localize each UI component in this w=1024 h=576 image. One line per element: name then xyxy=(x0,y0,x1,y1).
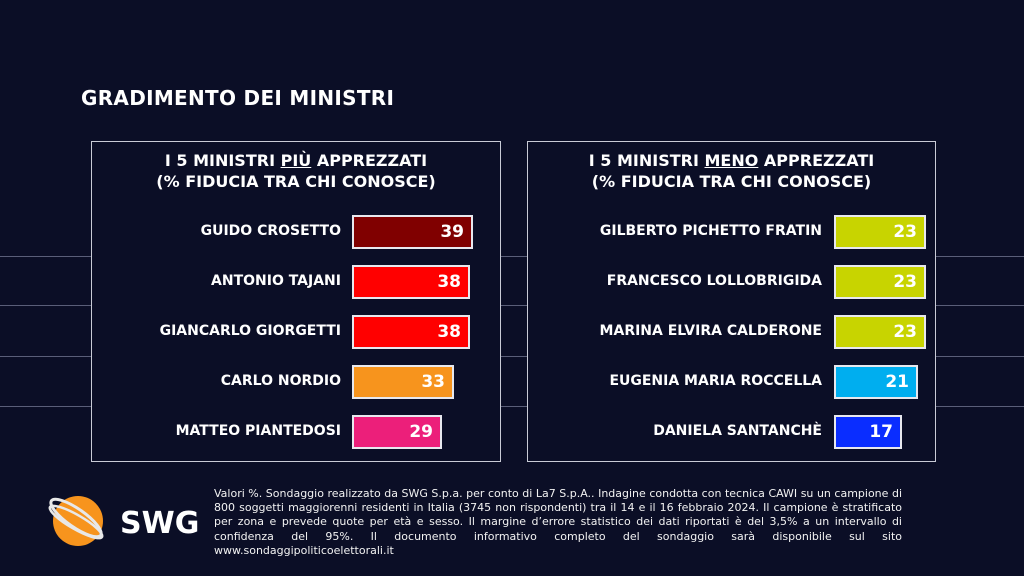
bar-value-label: 38 xyxy=(437,322,461,342)
logo-orbit xyxy=(48,504,104,540)
bar-row: GUIDO CROSETTO 39 xyxy=(92,215,500,249)
bar-value-label: 23 xyxy=(893,322,917,342)
bar-value-label: 17 xyxy=(869,422,893,442)
row-divider xyxy=(0,256,1024,257)
bar: 23 xyxy=(834,215,926,249)
row-divider xyxy=(0,356,1024,357)
bar: 23 xyxy=(834,265,926,299)
row-divider xyxy=(0,305,1024,306)
bar: 39 xyxy=(352,215,473,249)
bar-row: GIANCARLO GIORGETTI 38 xyxy=(92,315,500,349)
minister-name: DANIELA SANTANCHÈ xyxy=(653,423,822,439)
bar-row: CARLO NORDIO 33 xyxy=(92,365,500,399)
logo-text: SWG xyxy=(120,506,199,541)
most-appreciated-panel: I 5 MINISTRI PIÙ APPREZZATI (% FIDUCIA T… xyxy=(91,141,501,462)
minister-name: MATTEO PIANTEDOSI xyxy=(175,423,341,439)
heading-emphasis: MENO xyxy=(704,151,759,170)
bar-value-label: 33 xyxy=(421,372,445,392)
minister-name: MARINA ELVIRA CALDERONE xyxy=(599,323,822,339)
minister-name: GUIDO CROSETTO xyxy=(200,223,341,239)
heading-emphasis: PIÙ xyxy=(280,151,312,170)
bar: 33 xyxy=(352,365,454,399)
heading-text: I 5 MINISTRI xyxy=(164,151,281,170)
bar: 17 xyxy=(834,415,902,449)
row-divider xyxy=(0,406,1024,407)
bar-value-label: 23 xyxy=(893,272,917,292)
minister-name: CARLO NORDIO xyxy=(220,373,341,389)
logo-orbit xyxy=(49,497,103,539)
heading-subtitle: (% FIDUCIA TRA CHI CONOSCE) xyxy=(591,172,872,191)
bar-value-label: 39 xyxy=(440,222,464,242)
bar: 23 xyxy=(834,315,926,349)
least-appreciated-panel: I 5 MINISTRI MENO APPREZZATI (% FIDUCIA … xyxy=(527,141,936,462)
heading-text: APPREZZATI xyxy=(311,151,428,170)
minister-name: GILBERTO PICHETTO FRATIN xyxy=(599,223,822,239)
heading-text: APPREZZATI xyxy=(758,151,875,170)
minister-name: GIANCARLO GIORGETTI xyxy=(159,323,341,339)
bar-row: FRANCESCO LOLLOBRIGIDA 23 xyxy=(528,265,935,299)
bar: 38 xyxy=(352,315,470,349)
bar-value-label: 38 xyxy=(437,272,461,292)
bar-row: DANIELA SANTANCHÈ 17 xyxy=(528,415,935,449)
bar-row: GILBERTO PICHETTO FRATIN 23 xyxy=(528,215,935,249)
bar-row: EUGENIA MARIA ROCCELLA 21 xyxy=(528,365,935,399)
page-title: GRADIMENTO DEI MINISTRI xyxy=(81,86,395,110)
heading-text: I 5 MINISTRI xyxy=(588,151,705,170)
minister-name: FRANCESCO LOLLOBRIGIDA xyxy=(606,273,822,289)
bar: 38 xyxy=(352,265,470,299)
heading-subtitle: (% FIDUCIA TRA CHI CONOSCE) xyxy=(156,172,436,191)
panel-heading: I 5 MINISTRI PIÙ APPREZZATI (% FIDUCIA T… xyxy=(92,150,500,192)
bar-value-label: 29 xyxy=(409,422,433,442)
bar-row: MARINA ELVIRA CALDERONE 23 xyxy=(528,315,935,349)
swg-logo: SWG xyxy=(48,496,199,546)
minister-name: ANTONIO TAJANI xyxy=(211,273,341,289)
methodology-note: Valori %. Sondaggio realizzato da SWG S.… xyxy=(214,487,902,557)
bar-value-label: 23 xyxy=(893,222,917,242)
bar: 29 xyxy=(352,415,442,449)
bar: 21 xyxy=(834,365,918,399)
minister-name: EUGENIA MARIA ROCCELLA xyxy=(609,373,822,389)
bar-value-label: 21 xyxy=(885,372,909,392)
panel-heading: I 5 MINISTRI MENO APPREZZATI (% FIDUCIA … xyxy=(528,150,935,192)
bar-row: MATTEO PIANTEDOSI 29 xyxy=(92,415,500,449)
bar-row: ANTONIO TAJANI 38 xyxy=(92,265,500,299)
